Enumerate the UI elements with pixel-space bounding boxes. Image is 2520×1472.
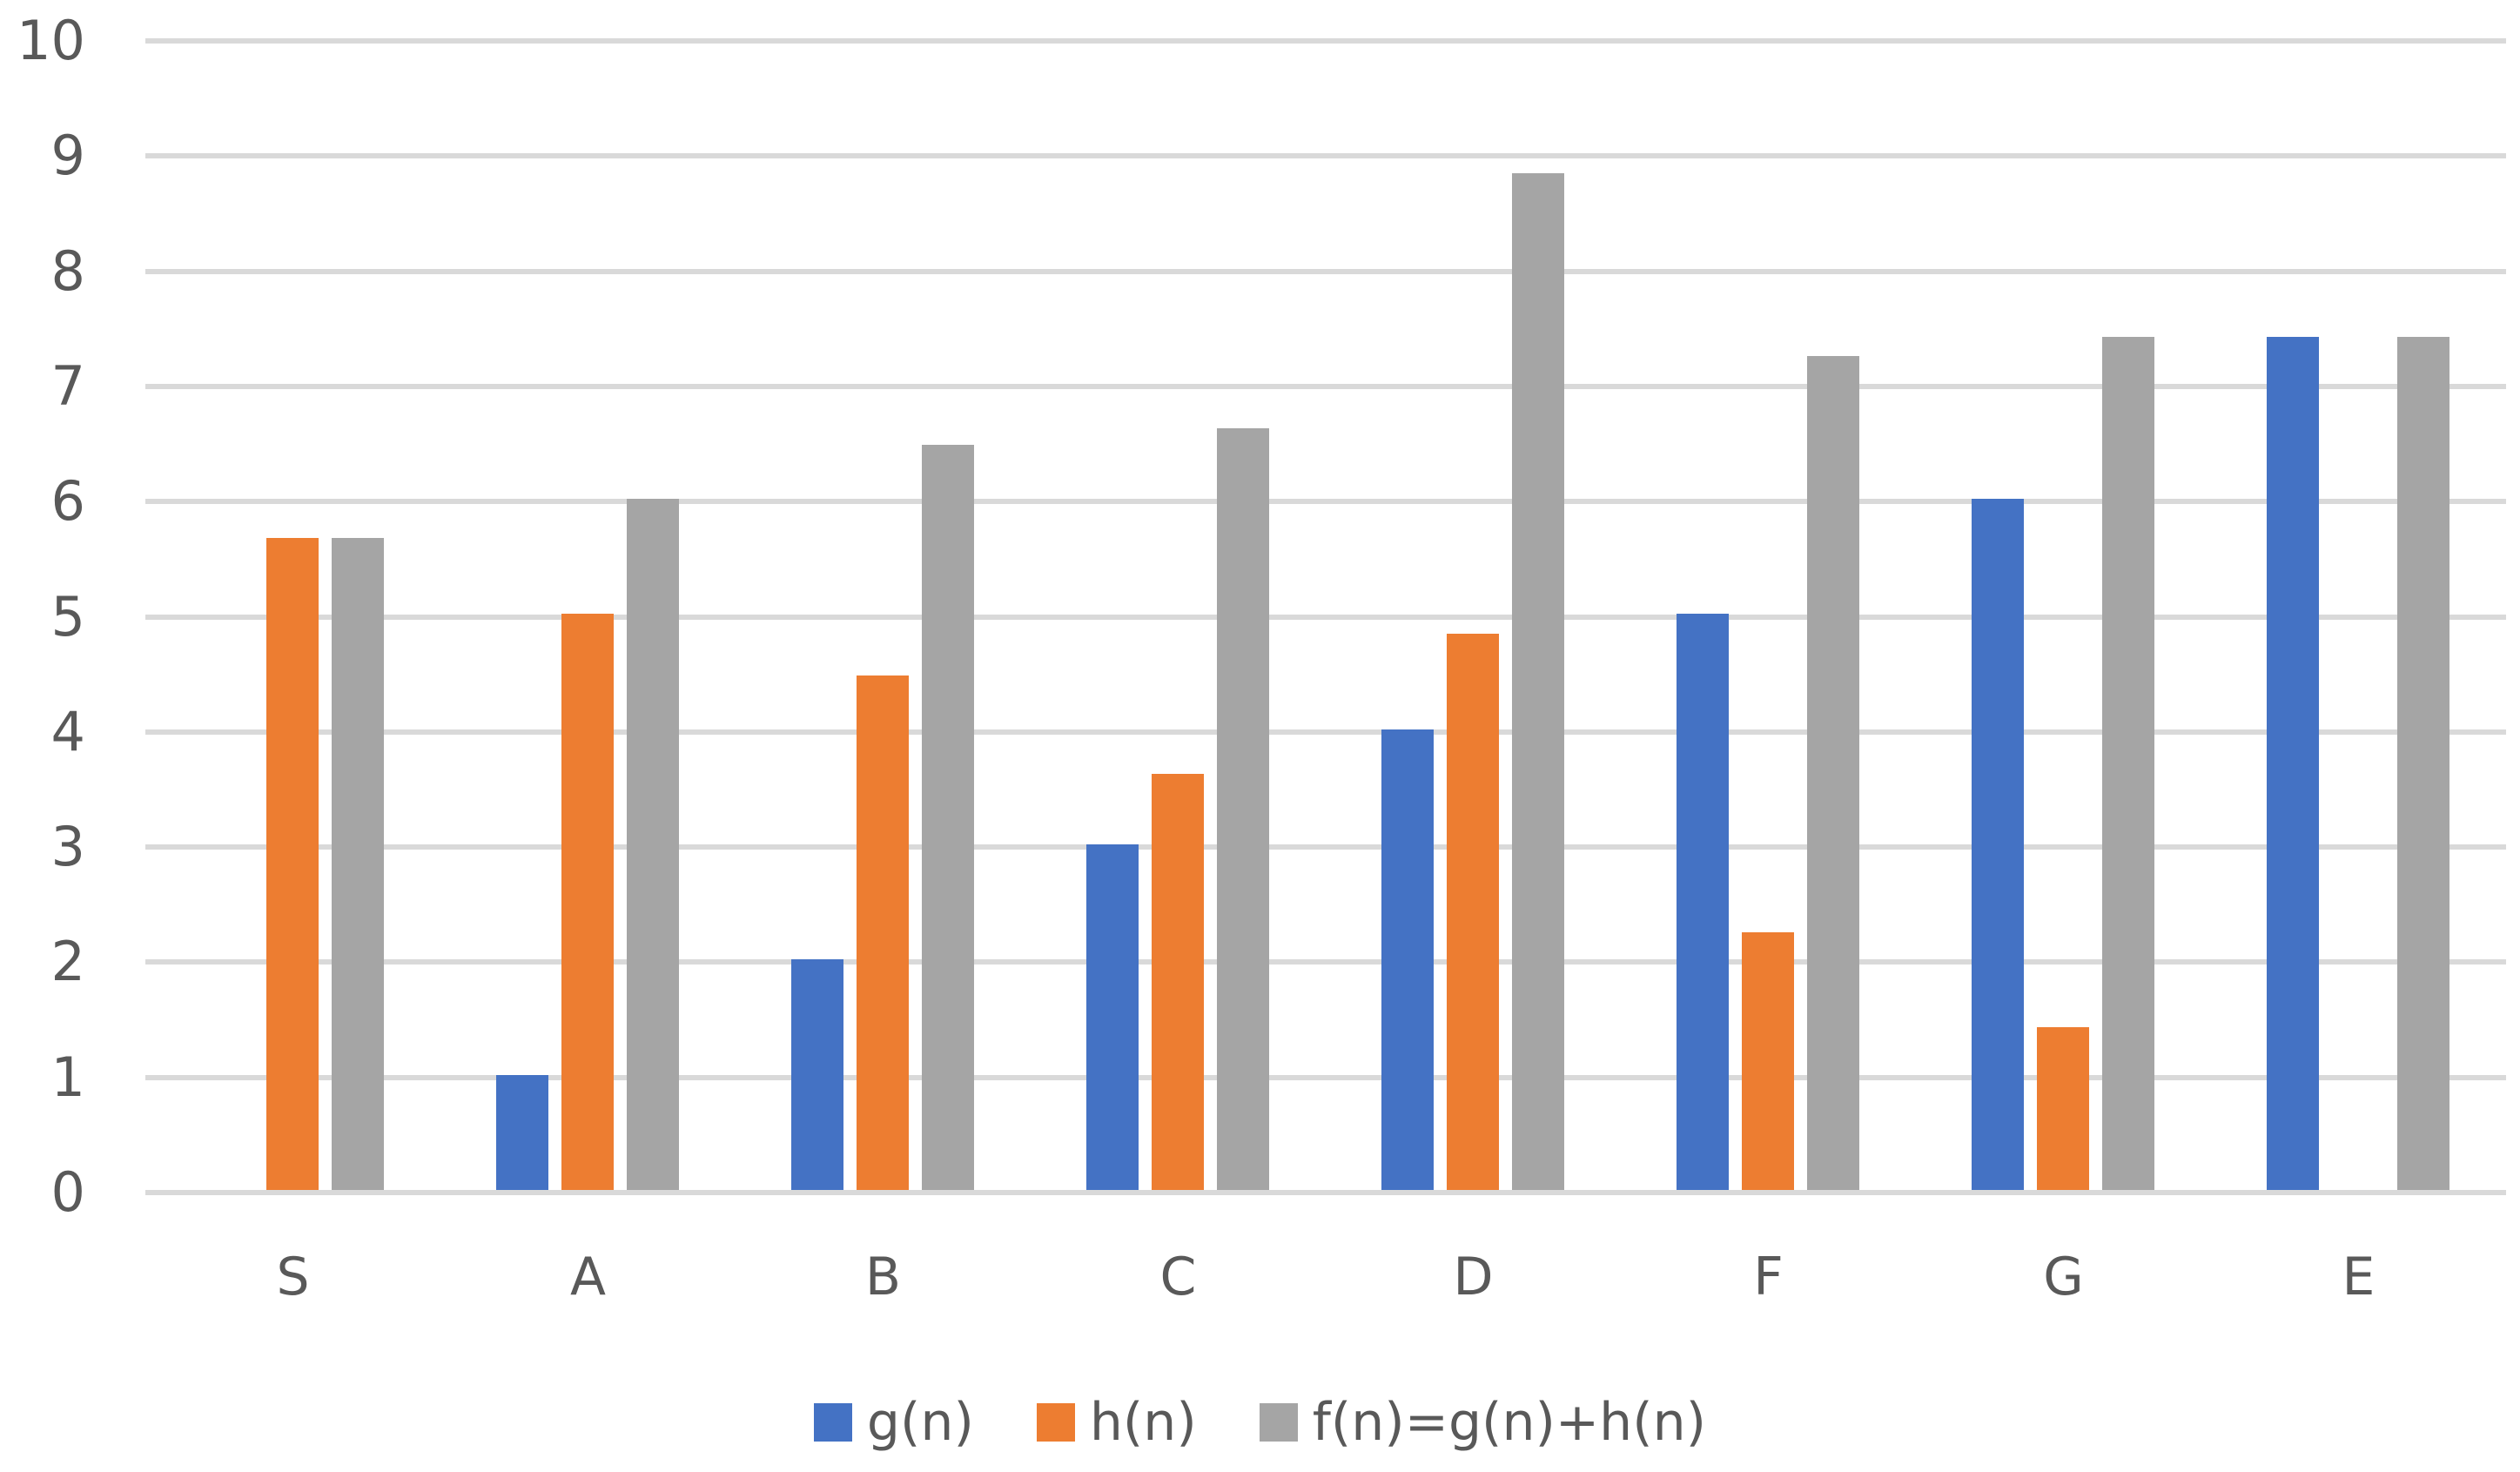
y-axis: 0 1 2 3 4 5 6 7 8 9 10: [0, 14, 85, 1220]
x-axis-label-F: F: [1753, 1247, 1784, 1307]
legend-swatch-g: [813, 1403, 852, 1442]
y-tick-label-3: 3: [50, 815, 85, 879]
y-tick-label-10: 10: [17, 9, 85, 72]
bar-h-F: [1742, 932, 1794, 1190]
gridline-6: [145, 499, 2506, 505]
bar-f-S: [332, 538, 384, 1190]
legend-label-h: h(n): [1089, 1392, 1197, 1453]
bar-g-E: [2267, 337, 2319, 1190]
bar-f-G: [2102, 337, 2154, 1190]
x-axis-label-C: C: [1159, 1247, 1197, 1307]
y-tick-label-7: 7: [50, 353, 85, 418]
x-axis-label-S: S: [276, 1247, 310, 1307]
y-tick-label-0: 0: [50, 1160, 85, 1224]
bar-g-C: [1086, 844, 1139, 1190]
bar-g-F: [1677, 614, 1729, 1190]
bar-f-F: [1807, 356, 1859, 1190]
x-axis-label-D: D: [1453, 1247, 1494, 1307]
gridline-4: [145, 729, 2506, 735]
gridline-1: [145, 1074, 2506, 1080]
bar-g-A: [496, 1075, 548, 1190]
gridline-9: [145, 153, 2506, 159]
y-tick-label-4: 4: [50, 699, 85, 763]
x-axis-label-A: A: [569, 1247, 607, 1307]
bar-h-D: [1447, 634, 1499, 1190]
bar-h-C: [1152, 774, 1204, 1190]
bar-h-A: [561, 614, 614, 1190]
gridline-0: [145, 1190, 2506, 1195]
legend: g(n) h(n) f(n)=g(n)+h(n): [0, 1394, 2520, 1451]
gridline-7: [145, 383, 2506, 389]
y-tick-label-1: 1: [50, 1045, 85, 1109]
gridline-8: [145, 268, 2506, 274]
legend-label-f: f(n)=g(n)+h(n): [1312, 1392, 1707, 1453]
x-axis-label-E: E: [2342, 1247, 2376, 1307]
legend-item-f: f(n)=g(n)+h(n): [1259, 1392, 1707, 1453]
legend-swatch-f: [1259, 1403, 1298, 1442]
legend-item-h: h(n): [1036, 1392, 1197, 1453]
y-tick-label-2: 2: [50, 930, 85, 994]
bar-h-B: [857, 676, 909, 1190]
bar-h-G: [2037, 1027, 2089, 1190]
bar-g-G: [1972, 499, 2024, 1190]
y-tick-label-5: 5: [50, 584, 85, 649]
bar-g-B: [791, 959, 843, 1190]
gridline-5: [145, 614, 2506, 620]
y-tick-label-9: 9: [50, 124, 85, 188]
y-tick-label-6: 6: [50, 469, 85, 534]
gridline-10: [145, 38, 2506, 44]
x-axis-label-G: G: [2043, 1247, 2084, 1307]
x-axis-label-B: B: [864, 1247, 902, 1307]
bar-f-E: [2397, 337, 2449, 1190]
bar-g-D: [1381, 729, 1434, 1190]
gridline-3: [145, 844, 2506, 850]
bar-f-D: [1512, 173, 1564, 1190]
bar-h-S: [266, 538, 319, 1190]
bar-f-C: [1217, 428, 1269, 1190]
bar-f-A: [627, 499, 679, 1190]
legend-swatch-h: [1036, 1403, 1075, 1442]
legend-label-g: g(n): [866, 1392, 974, 1453]
legend-item-g: g(n): [813, 1392, 974, 1453]
y-tick-label-8: 8: [50, 239, 85, 303]
gridline-2: [145, 959, 2506, 965]
plot-area: [145, 38, 2506, 1195]
bar-f-B: [922, 445, 974, 1190]
